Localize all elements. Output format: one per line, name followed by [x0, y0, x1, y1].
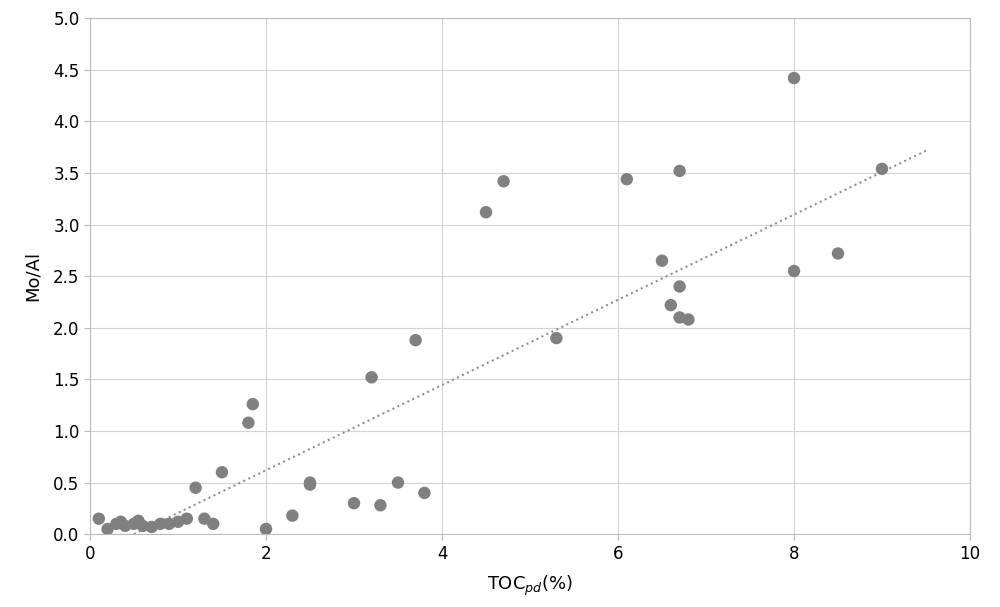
Point [196, 514, 212, 523]
Point [830, 249, 846, 259]
Point [245, 399, 261, 409]
Point [672, 313, 688, 322]
Point [680, 314, 696, 324]
Point [302, 480, 318, 489]
Point [258, 524, 274, 534]
Point [496, 177, 512, 186]
Point [672, 282, 688, 291]
Point [240, 418, 256, 427]
Point [161, 519, 177, 529]
Point [284, 510, 300, 520]
Point [117, 521, 133, 531]
Point [672, 166, 688, 176]
Point [214, 467, 230, 477]
Point [188, 483, 204, 493]
Point [100, 524, 116, 534]
Point [91, 514, 107, 523]
Point [152, 519, 168, 529]
Point [390, 478, 406, 487]
Point [478, 208, 494, 217]
Point [130, 516, 146, 526]
Point [170, 517, 186, 527]
Y-axis label: Mo/Al: Mo/Al [24, 251, 42, 301]
Point [346, 498, 362, 508]
Point [786, 73, 802, 83]
Point [302, 478, 318, 487]
Point [126, 519, 142, 529]
Point [135, 521, 151, 531]
Point [364, 373, 380, 382]
Point [654, 256, 670, 266]
Point [108, 519, 124, 529]
Point [416, 488, 432, 498]
X-axis label: TOC$_{pd}$(%): TOC$_{pd}$(%) [487, 574, 573, 598]
Point [372, 500, 388, 510]
Point [786, 266, 802, 276]
Point [144, 522, 160, 532]
Point [619, 174, 635, 184]
Point [408, 335, 424, 345]
Point [548, 333, 564, 343]
Point [874, 164, 890, 174]
Point [663, 300, 679, 310]
Point [179, 514, 195, 523]
Point [205, 519, 221, 529]
Point [113, 517, 129, 527]
